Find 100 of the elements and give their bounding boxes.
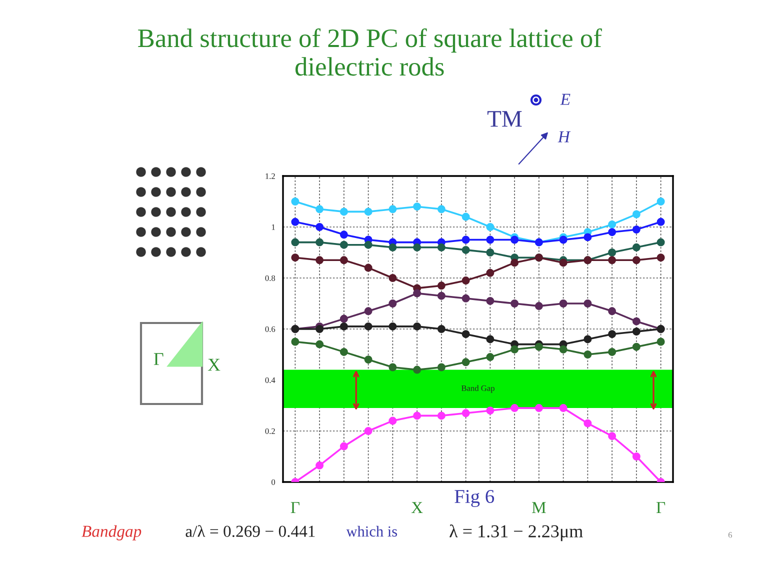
point — [632, 342, 640, 351]
point — [534, 404, 543, 412]
text: Bandgap — [82, 525, 142, 540]
point — [340, 322, 348, 330]
point — [486, 335, 494, 344]
y-tick-label: 0.6 — [265, 326, 276, 332]
point — [364, 240, 372, 249]
band-label: Band Gap — [461, 385, 494, 393]
x-tick-label: Γ — [656, 502, 666, 514]
point — [413, 322, 422, 330]
point — [437, 205, 446, 214]
point — [388, 322, 397, 330]
y-tick-label: 0.8 — [265, 275, 276, 282]
point — [388, 363, 397, 372]
point — [316, 238, 324, 246]
point — [316, 223, 324, 231]
point — [486, 353, 494, 362]
y-tick-label: 1.2 — [266, 173, 275, 180]
point — [486, 236, 494, 244]
point — [316, 340, 324, 348]
point — [388, 300, 397, 308]
text: E — [560, 94, 570, 105]
point — [388, 274, 397, 282]
point — [656, 218, 665, 226]
point — [584, 419, 592, 428]
point — [632, 328, 640, 336]
point — [291, 218, 300, 226]
point — [534, 302, 543, 310]
point — [316, 256, 324, 264]
point — [534, 342, 543, 351]
point — [340, 442, 348, 450]
point — [584, 300, 592, 308]
point — [510, 258, 519, 267]
point — [584, 335, 592, 344]
point — [462, 212, 470, 221]
point — [584, 350, 592, 358]
point — [364, 307, 372, 316]
y-tick-label: 0 — [272, 479, 276, 485]
text: 6 — [728, 532, 732, 538]
point — [608, 220, 616, 228]
point — [462, 409, 470, 418]
point — [364, 264, 372, 272]
text: which is — [346, 526, 398, 537]
point — [608, 248, 616, 256]
point — [364, 356, 372, 364]
point — [340, 240, 348, 249]
point — [388, 416, 397, 425]
point — [632, 256, 640, 264]
y-tick-label: 0.4 — [265, 377, 276, 384]
point — [608, 228, 616, 236]
point — [316, 205, 324, 214]
point — [388, 205, 397, 214]
point — [632, 452, 640, 460]
x-tick-label: X — [411, 502, 423, 514]
point — [486, 248, 494, 256]
point — [437, 325, 446, 333]
point — [656, 254, 665, 262]
point — [608, 256, 616, 264]
point — [608, 330, 616, 338]
point — [462, 294, 470, 302]
point — [340, 256, 348, 264]
point — [340, 208, 348, 216]
point — [413, 243, 422, 252]
point — [291, 198, 300, 206]
point — [437, 282, 446, 290]
point — [316, 325, 324, 333]
point — [413, 202, 422, 211]
point — [656, 198, 665, 206]
point — [608, 432, 616, 440]
point — [462, 330, 470, 338]
point — [486, 296, 494, 305]
point — [559, 300, 568, 308]
point — [316, 461, 324, 470]
point — [559, 345, 568, 354]
point — [388, 243, 397, 252]
point — [291, 254, 300, 262]
chart-title: Band structure of 2D PC of square lattice of dielectric rods — [138, 28, 602, 76]
point — [291, 338, 300, 346]
point — [340, 348, 348, 356]
point — [364, 208, 372, 216]
point — [462, 246, 470, 254]
point — [462, 236, 470, 244]
point — [510, 300, 519, 308]
text: Γ — [154, 353, 164, 365]
y-tick-label: 0.2 — [265, 428, 275, 434]
point — [608, 348, 616, 356]
point — [364, 427, 372, 435]
point — [413, 289, 422, 298]
point — [486, 268, 494, 277]
point — [486, 406, 494, 415]
point — [632, 317, 640, 326]
point — [656, 238, 665, 246]
point — [364, 322, 372, 330]
point — [340, 314, 348, 323]
point — [559, 404, 568, 412]
point — [437, 243, 446, 252]
point — [510, 404, 519, 412]
y-tick-label: 1 — [272, 224, 275, 230]
text: H — [558, 131, 571, 142]
point — [632, 243, 640, 252]
